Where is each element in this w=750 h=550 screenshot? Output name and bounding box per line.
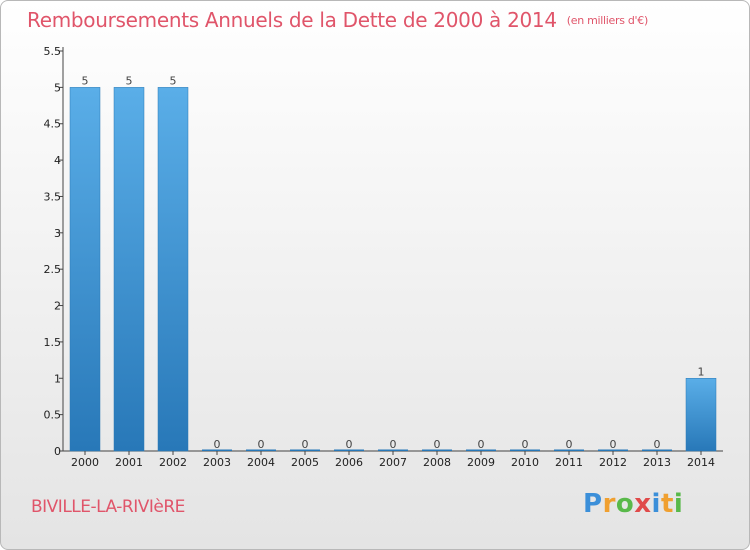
x-tick-label: 2013: [643, 456, 671, 469]
logo-letter: i: [651, 489, 661, 519]
bar-value-label: 5: [82, 74, 89, 87]
x-tick-label: 2003: [203, 456, 231, 469]
logo-letter: r: [602, 489, 616, 519]
commune-name: BIVILLE-LA-RIVIèRE: [31, 497, 185, 517]
x-tick-label: 2004: [247, 456, 275, 469]
x-tick-label: 2009: [467, 456, 495, 469]
y-tick-label: 0.5: [44, 409, 62, 422]
y-tick-label: 0: [54, 445, 61, 458]
x-tick-label: 2014: [687, 456, 715, 469]
bar: [642, 449, 672, 451]
bar: [510, 449, 540, 451]
logo-letter: P: [583, 489, 603, 519]
bar: [466, 449, 496, 451]
bar: [334, 449, 364, 451]
x-tick-label: 2006: [335, 456, 363, 469]
bar-value-label: 0: [390, 438, 397, 451]
chart-unit: (en milliers d'€): [566, 14, 648, 27]
bar: [422, 449, 452, 451]
bar-value-label: 5: [126, 74, 133, 87]
x-tick-label: 2007: [379, 456, 407, 469]
bar-value-label: 0: [654, 438, 661, 451]
proxiti-logo: Proxiti: [583, 489, 683, 519]
y-tick-label: 4: [54, 154, 61, 167]
x-tick-label: 2000: [71, 456, 99, 469]
bar: [685, 378, 717, 452]
bar-value-label: 5: [170, 74, 177, 87]
bar: [246, 449, 276, 451]
bar: [157, 87, 189, 452]
chart-title: Remboursements Annuels de la Dette de 20…: [27, 8, 648, 32]
bar: [554, 449, 584, 451]
x-tick-label: 2012: [599, 456, 627, 469]
y-tick-label: 2.5: [44, 263, 62, 276]
logo-letter: o: [615, 489, 635, 519]
y-tick-label: 3.5: [44, 190, 62, 203]
x-tick-label: 2010: [511, 456, 539, 469]
y-tick-label: 1: [54, 372, 61, 385]
logo-letter: t: [660, 489, 674, 519]
bar: [69, 87, 101, 452]
y-tick-label: 5.5: [44, 45, 62, 58]
bar-value-label: 0: [610, 438, 617, 451]
bar-value-label: 0: [478, 438, 485, 451]
bar: [598, 449, 628, 451]
chart-title-text: Remboursements Annuels de la Dette de 20…: [27, 8, 557, 32]
bar-value-label: 0: [522, 438, 529, 451]
bar: [202, 449, 232, 451]
logo-letter: i: [673, 489, 684, 519]
x-tick-label: 2008: [423, 456, 451, 469]
x-tick-label: 2011: [555, 456, 583, 469]
y-tick-label: 4.5: [44, 118, 62, 131]
y-tick-label: 3: [54, 227, 61, 240]
x-tick-label: 2001: [115, 456, 143, 469]
bar-value-label: 0: [214, 438, 221, 451]
bar-value-label: 0: [434, 438, 441, 451]
logo-letter: x: [634, 489, 652, 519]
bar-value-label: 1: [698, 365, 705, 378]
x-tick-label: 2005: [291, 456, 319, 469]
bar: [290, 449, 320, 451]
y-tick-label: 1.5: [44, 336, 62, 349]
y-tick-label: 2: [54, 300, 61, 313]
bar-value-label: 0: [302, 438, 309, 451]
bar-value-label: 0: [346, 438, 353, 451]
bar: [113, 87, 145, 452]
bar-value-label: 0: [566, 438, 573, 451]
bar-value-label: 0: [258, 438, 265, 451]
x-tick-label: 2002: [159, 456, 187, 469]
bar: [378, 449, 408, 451]
y-tick-label: 5: [54, 81, 61, 94]
